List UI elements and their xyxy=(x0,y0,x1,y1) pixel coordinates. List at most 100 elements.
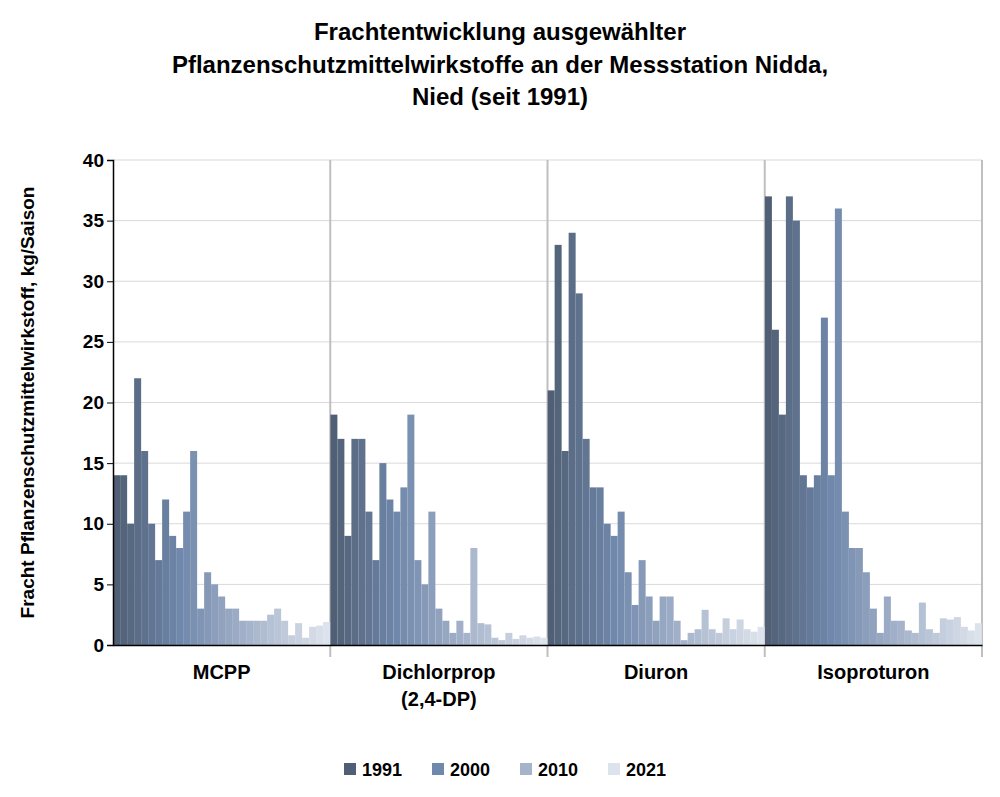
legend-entry: 2010 xyxy=(520,760,578,780)
bar xyxy=(414,560,421,645)
series xyxy=(190,415,849,645)
series xyxy=(155,487,814,645)
bar xyxy=(302,638,309,645)
bar xyxy=(421,584,428,645)
series xyxy=(309,627,968,645)
chart: Frachtentwicklung ausgewählterPflanzensc… xyxy=(0,0,1000,797)
bar xyxy=(926,629,933,645)
series xyxy=(211,512,870,645)
tick: Diuron xyxy=(624,645,688,683)
bar xyxy=(786,196,793,645)
x-axis-line xyxy=(114,645,983,647)
bar xyxy=(519,635,526,645)
tick-mark xyxy=(107,221,113,222)
bar xyxy=(225,609,232,645)
bar xyxy=(533,637,540,645)
separators xyxy=(330,160,982,657)
series xyxy=(239,621,898,645)
legend-label: 2000 xyxy=(450,760,490,780)
bar xyxy=(379,463,386,645)
series xyxy=(176,475,835,645)
separator xyxy=(981,160,983,657)
bar xyxy=(526,638,533,645)
bar xyxy=(295,623,302,645)
series xyxy=(218,597,877,646)
tick-mark xyxy=(107,281,113,282)
tick-mark xyxy=(107,160,113,161)
bar xyxy=(828,475,835,645)
tick: 30 xyxy=(83,271,113,292)
tick-mark xyxy=(107,463,113,464)
bar xyxy=(954,617,961,645)
bar xyxy=(470,548,477,645)
series xyxy=(113,196,772,645)
bar xyxy=(646,597,653,646)
bar xyxy=(933,633,940,645)
bar xyxy=(197,609,204,645)
bar xyxy=(919,603,926,645)
tick: 0 xyxy=(93,635,113,656)
bar xyxy=(449,633,456,645)
bar xyxy=(491,638,498,645)
bar xyxy=(716,633,723,645)
bar xyxy=(667,597,674,646)
tick-label: 20 xyxy=(83,392,104,413)
tick-label: 10 xyxy=(83,513,104,534)
bar xyxy=(428,512,435,645)
bar xyxy=(386,500,393,646)
bar xyxy=(765,196,772,645)
bar xyxy=(905,630,912,645)
bar xyxy=(442,621,449,645)
legend-swatch xyxy=(344,763,356,775)
bar xyxy=(849,548,856,645)
series xyxy=(274,609,933,645)
tick-label: 0 xyxy=(93,635,104,656)
bar xyxy=(407,415,414,645)
bar xyxy=(211,584,218,645)
bar xyxy=(141,451,148,645)
tick: Dichlorprop(2,4-DP) xyxy=(382,645,495,710)
tick-label: 15 xyxy=(83,453,105,474)
bar xyxy=(337,439,344,645)
series xyxy=(162,463,821,645)
tick: 5 xyxy=(93,574,113,595)
legend: 1991200020102021 xyxy=(344,760,666,780)
bar xyxy=(639,560,646,645)
series xyxy=(204,548,863,645)
bar xyxy=(477,623,484,645)
bar xyxy=(498,640,505,645)
bar xyxy=(281,621,288,645)
bar xyxy=(814,475,821,645)
series xyxy=(267,603,926,645)
bar xyxy=(218,597,225,646)
bar xyxy=(940,618,947,645)
tick-mark xyxy=(107,524,113,525)
bar xyxy=(723,618,730,645)
bar xyxy=(400,487,407,645)
bar xyxy=(912,633,919,645)
bar xyxy=(344,536,351,645)
bar xyxy=(351,439,358,645)
bar xyxy=(239,621,246,645)
bar xyxy=(155,560,162,645)
bar xyxy=(975,623,982,645)
series xyxy=(127,415,786,645)
bar xyxy=(821,318,828,645)
bar xyxy=(877,633,884,645)
bar xyxy=(169,536,176,645)
tick-label: 40 xyxy=(83,150,104,171)
bar xyxy=(267,615,274,645)
series xyxy=(246,621,905,645)
bar xyxy=(540,638,547,645)
y-axis: 0510152025303540 xyxy=(83,150,114,656)
bar xyxy=(842,512,849,645)
tick: 35 xyxy=(83,210,113,231)
bar xyxy=(576,293,583,645)
series xyxy=(260,621,919,645)
legend-swatch xyxy=(608,763,620,775)
bar xyxy=(372,560,379,645)
bar xyxy=(330,415,337,645)
bar xyxy=(737,620,744,645)
bar xyxy=(961,627,968,645)
bar xyxy=(569,233,576,645)
